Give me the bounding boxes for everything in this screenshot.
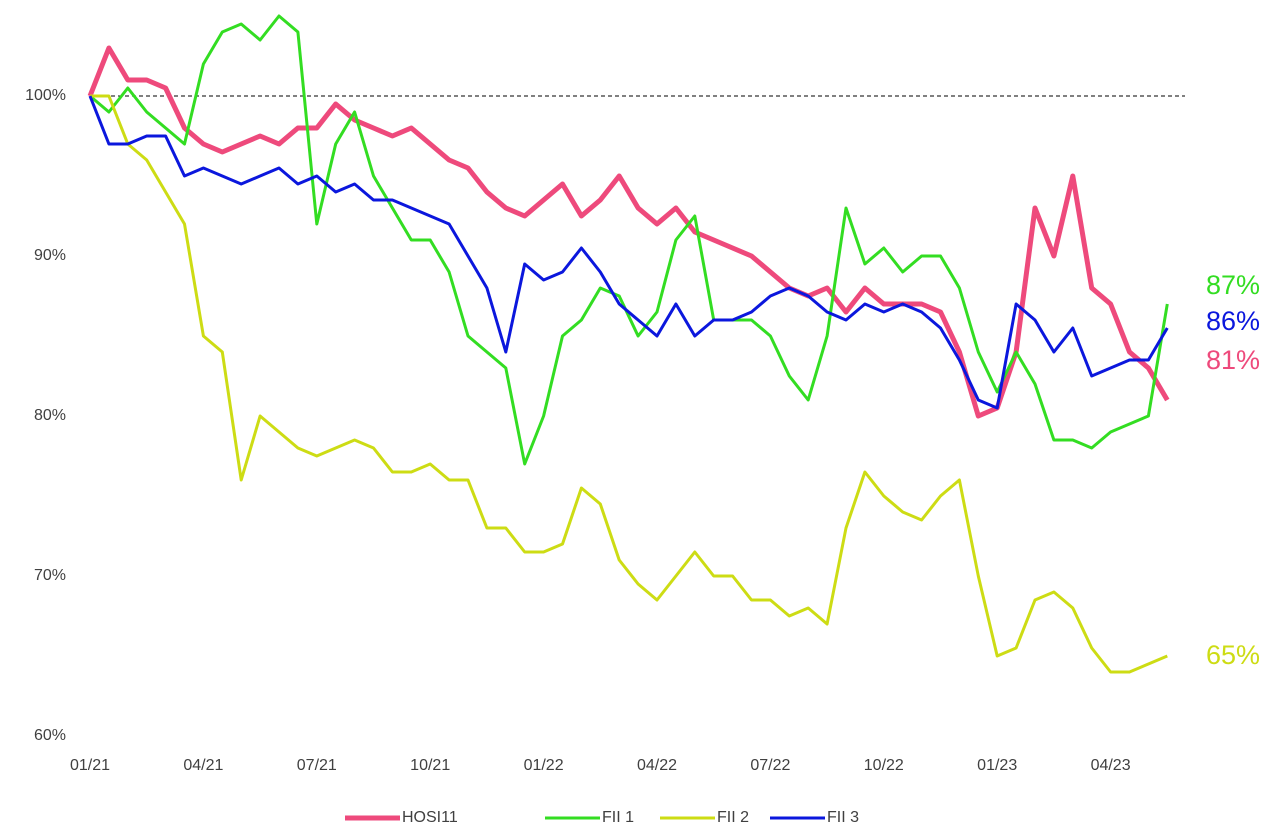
legend-label: HOSI11 [402, 809, 458, 826]
end-label: 81% [1206, 345, 1260, 375]
plot-area [87, 14, 1170, 674]
y-tick-label: 80% [34, 407, 66, 424]
series-line [87, 45, 1170, 419]
x-tick-label: 10/21 [410, 757, 450, 774]
end-label: 65% [1206, 640, 1260, 670]
y-tick-label: 90% [34, 247, 66, 264]
end-label: 86% [1206, 306, 1260, 336]
x-tick-label: 10/22 [864, 757, 904, 774]
x-tick-label: 01/21 [70, 757, 110, 774]
end-label: 87% [1206, 270, 1260, 300]
x-tick-label: 04/23 [1091, 757, 1131, 774]
legend-label: FII 1 [602, 809, 634, 826]
legend-label: FII 3 [827, 809, 859, 826]
x-tick-label: 07/21 [297, 757, 337, 774]
x-tick-label: 07/22 [750, 757, 790, 774]
series-line [88, 95, 1169, 410]
y-tick-label: 70% [34, 567, 66, 584]
x-tick-label: 04/21 [183, 757, 223, 774]
labels: 60% 70% 80% 90% 100% 01/21 04/21 07/21 10/21 01/2… [25, 87, 1260, 826]
x-tick-label: 04/22 [637, 757, 677, 774]
y-tick-label: 100% [25, 87, 66, 104]
series-line [90, 94, 1168, 674]
y-tick-label: 60% [34, 727, 66, 744]
legend-label: FII 2 [717, 809, 749, 826]
series-line [89, 14, 1169, 466]
x-tick-label: 01/23 [977, 757, 1017, 774]
x-tick-label: 01/22 [524, 757, 564, 774]
